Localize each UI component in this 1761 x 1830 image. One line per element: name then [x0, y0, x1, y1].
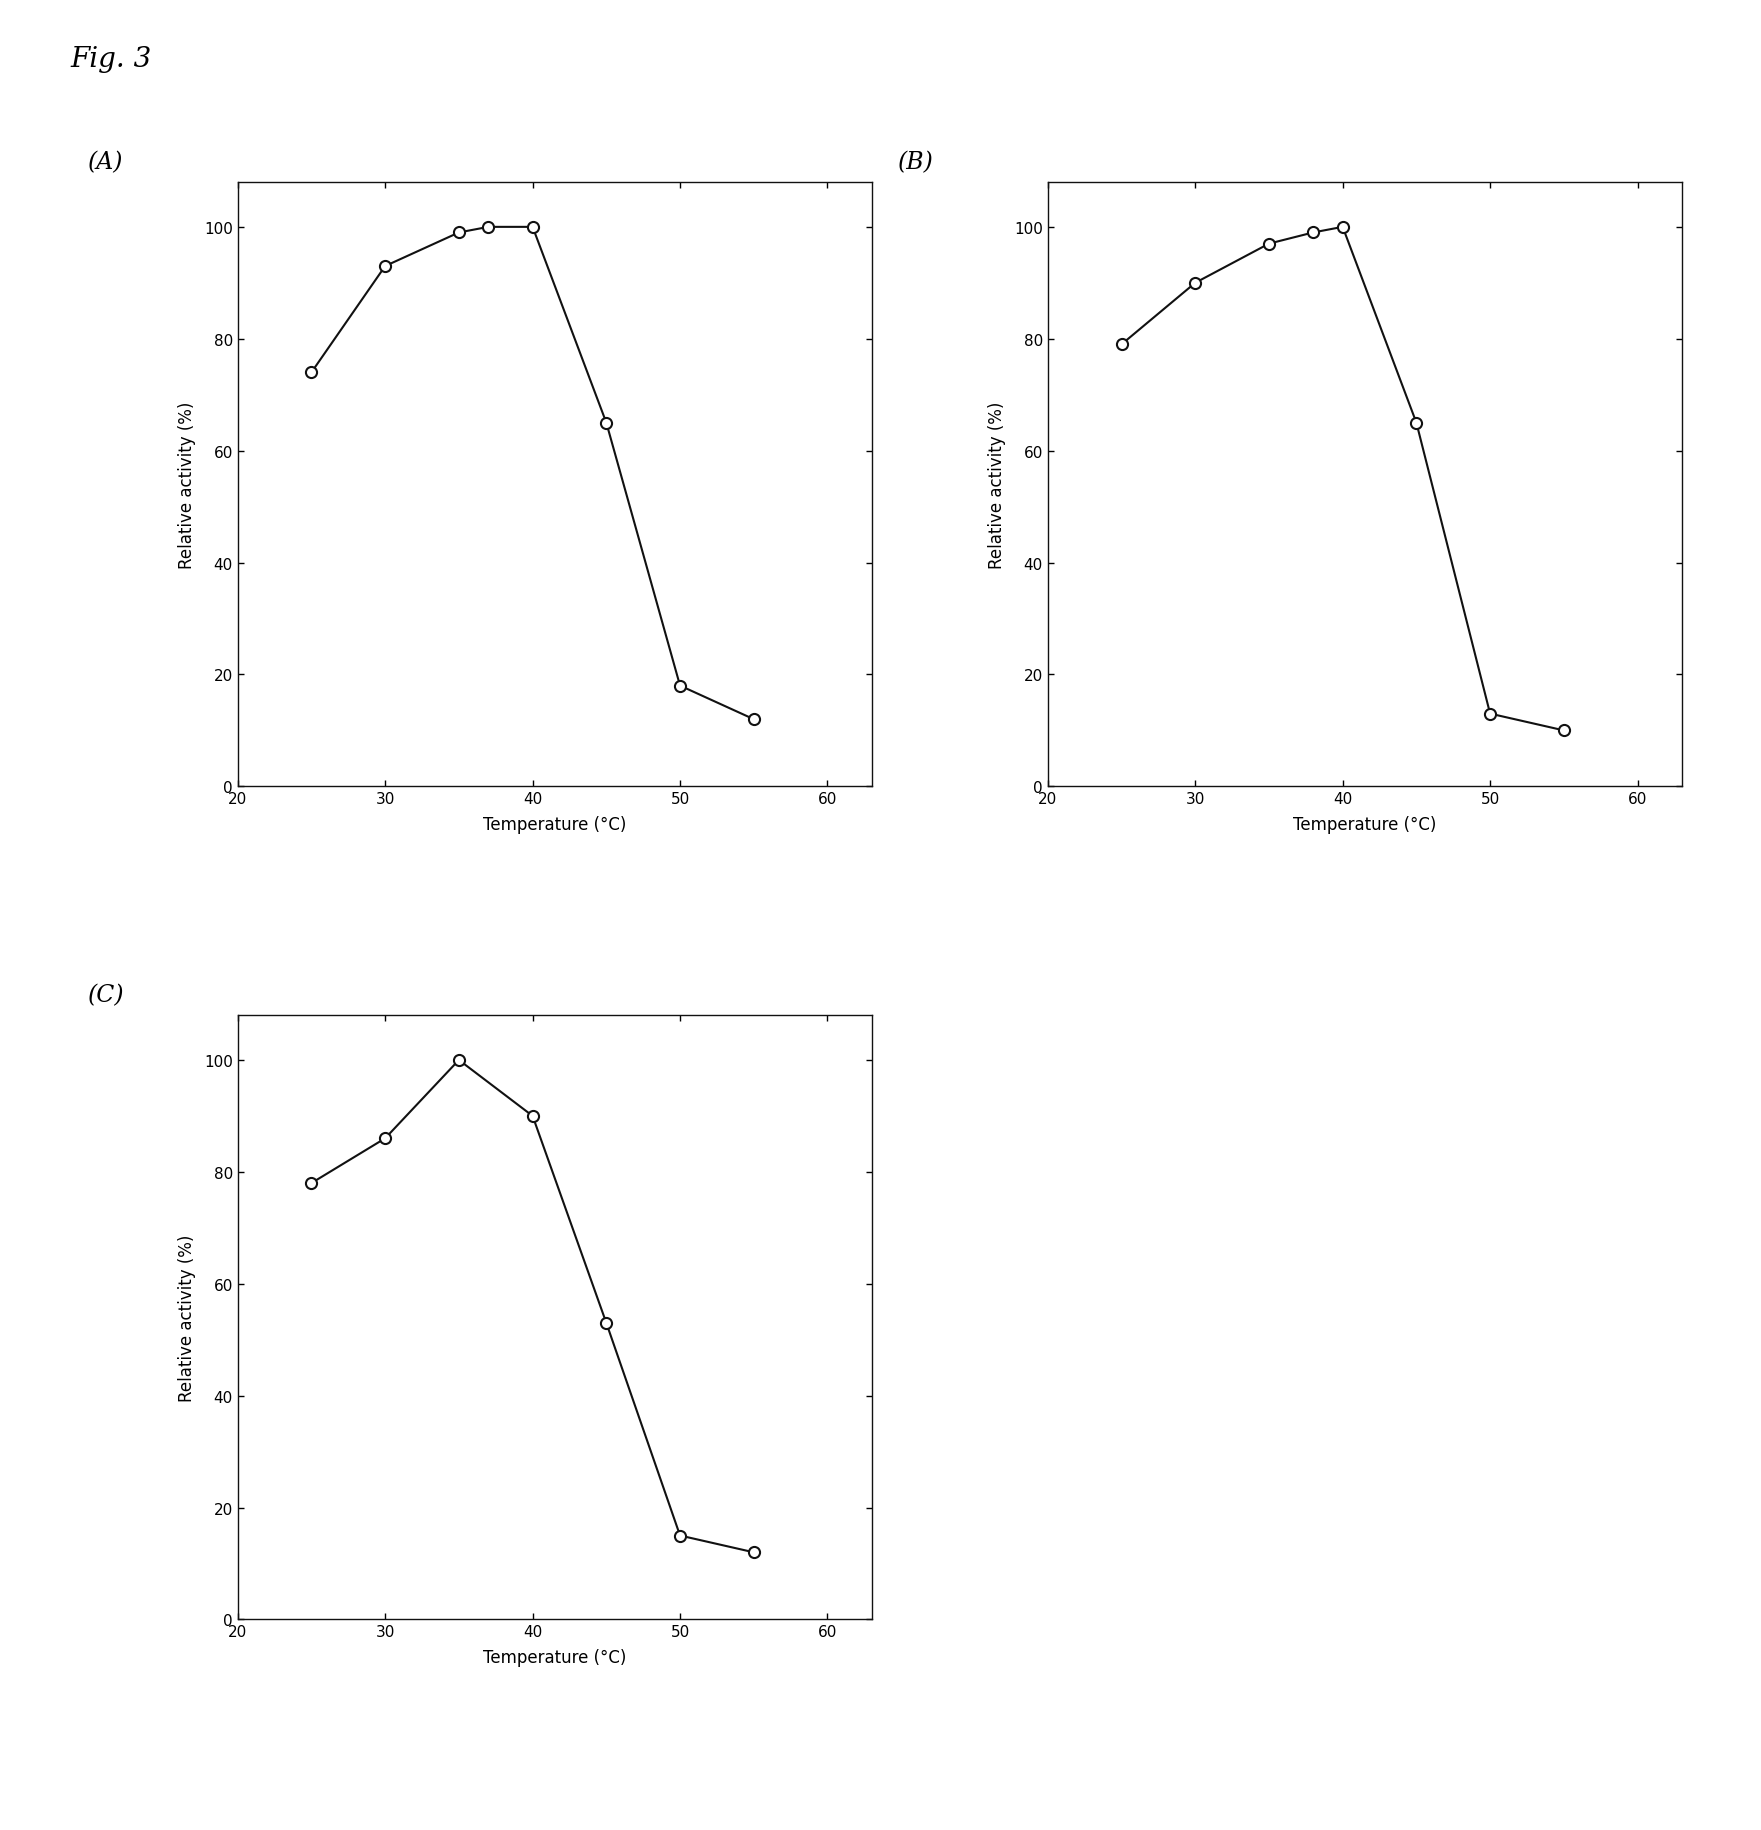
- Text: (B): (B): [898, 150, 933, 174]
- Y-axis label: Relative activity (%): Relative activity (%): [178, 1233, 195, 1402]
- X-axis label: Temperature (°C): Temperature (°C): [1293, 814, 1437, 833]
- Text: (A): (A): [88, 150, 123, 174]
- Y-axis label: Relative activity (%): Relative activity (%): [178, 401, 195, 569]
- X-axis label: Temperature (°C): Temperature (°C): [483, 1647, 627, 1665]
- Text: Fig. 3: Fig. 3: [70, 46, 151, 73]
- Text: (C): (C): [88, 983, 125, 1006]
- Y-axis label: Relative activity (%): Relative activity (%): [988, 401, 1006, 569]
- X-axis label: Temperature (°C): Temperature (°C): [483, 814, 627, 833]
